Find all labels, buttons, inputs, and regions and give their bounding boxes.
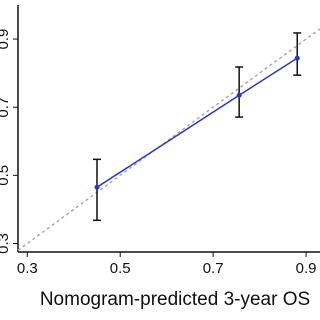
y-tick-label: 0.9 xyxy=(0,29,12,50)
x-axis-label: Nomogram-predicted 3-year OS xyxy=(40,289,310,310)
point xyxy=(94,184,100,190)
point xyxy=(236,92,242,98)
x-tick-label: 0.7 xyxy=(203,260,224,277)
x-tick-label: 0.5 xyxy=(110,260,131,277)
reference-line xyxy=(17,28,320,251)
y-tick-label: 0.3 xyxy=(0,233,12,254)
x-tick-label: 0.9 xyxy=(296,260,317,277)
calibration-line xyxy=(96,57,298,188)
y-tick-label: 0.7 xyxy=(0,97,12,118)
point xyxy=(294,55,300,61)
x-tick-label: 0.3 xyxy=(17,260,38,277)
y-tick-label: 0.5 xyxy=(0,165,12,186)
